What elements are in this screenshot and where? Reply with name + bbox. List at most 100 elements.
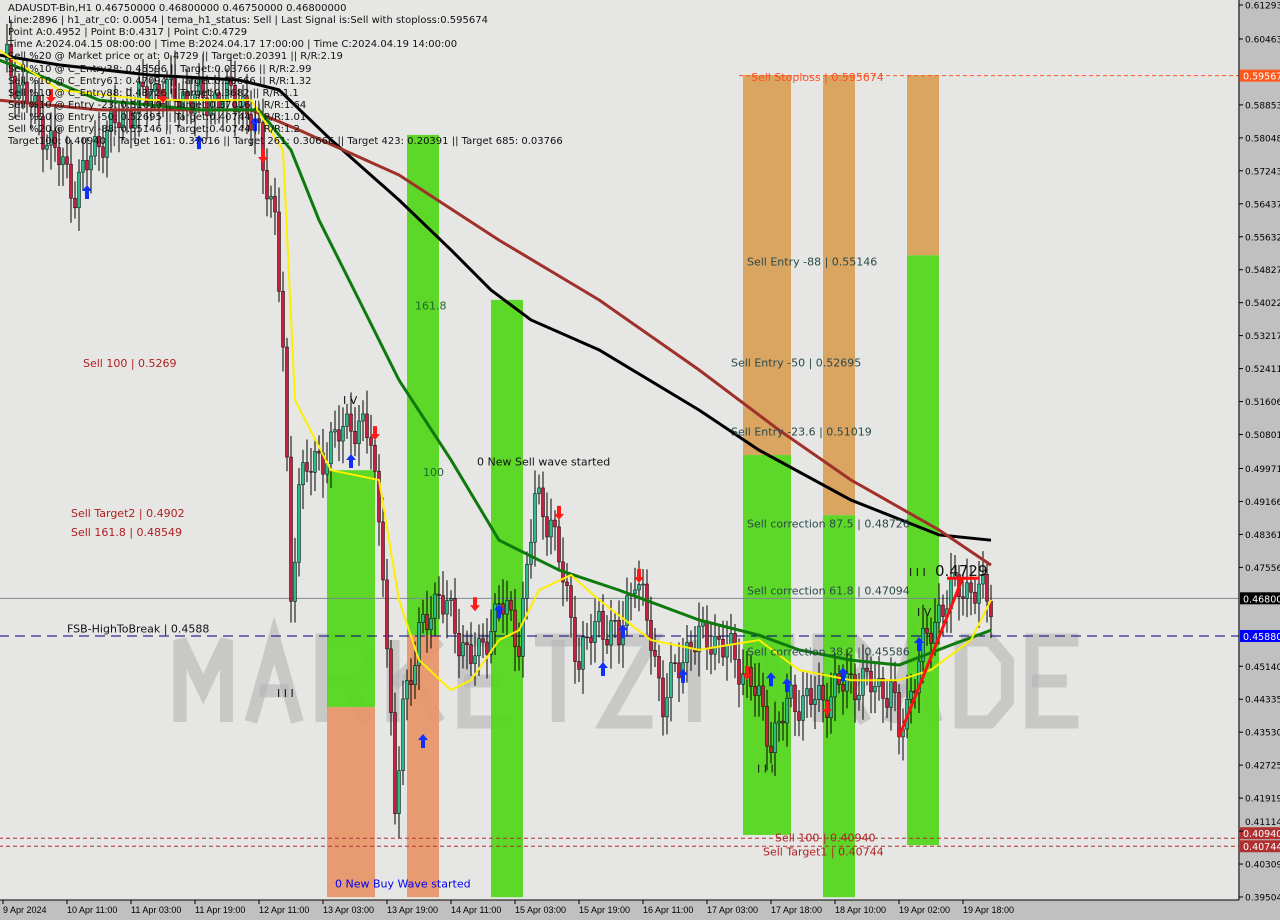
candle [245,74,249,135]
time-axis-panel[interactable] [0,900,1239,920]
candle-body-bear [309,471,313,473]
candle-body-bull [17,84,21,99]
candle-body-bull [49,130,53,146]
zone-green-zone [407,134,439,636]
candle-body-bear [117,122,121,128]
y-tick-label: 0.47556 [1245,564,1280,574]
candle-body-bear [509,600,513,611]
candle-body-bear [929,632,933,644]
watermark-stroke [244,616,304,724]
candle-body-bear [261,122,265,171]
zone-tan-zone [907,75,939,256]
candle [869,656,873,714]
candle [909,673,913,724]
chart-annotation: I I I [909,566,926,579]
candle-body-bull [805,688,809,697]
chart-annotation: Sell Entry -88 | 0.55146 [747,255,877,268]
y-tick-label: 0.58048 [1245,134,1280,144]
candle-body-bull [357,420,361,444]
candle-body-bull [801,695,805,721]
candle-body-bull [493,603,497,632]
candle [649,596,653,675]
candle [829,672,833,734]
candle-body-bull [833,673,837,698]
candle-body-bull [665,697,669,718]
candle-body-bear [569,585,573,618]
candle [433,582,437,636]
price-axis-panel[interactable] [1239,0,1280,920]
chart-annotation: I I I [277,687,294,700]
candle-body-bull [933,622,937,644]
candle [445,580,449,639]
candle-body-bull [241,96,245,107]
candle [985,561,989,623]
candle [597,598,601,638]
candle [61,147,65,187]
sell-arrow-icon [158,89,168,104]
candle-body-bear [437,593,441,596]
candle [789,666,793,708]
candle [53,106,57,162]
candle-body-bull [89,155,93,171]
buy-arrow-icon [618,624,628,639]
price-tag-stoploss [1240,69,1280,82]
candle [605,615,609,654]
candle-body-bear [101,146,105,158]
candle [581,620,585,694]
zone-salmon-zone [407,635,439,898]
chart-annotation: 0.4729 [935,562,988,580]
candle [481,623,485,659]
candle [753,663,757,717]
candle-body-bear [869,671,873,693]
candle-body-bear [973,591,977,604]
candle [301,449,305,510]
candle [49,112,53,170]
candle [617,600,621,664]
info-line: Sell %10 @ C_Entry38: 0.45596 || Target:… [8,63,312,75]
candle-body-bear [649,620,653,651]
candle-body-bull [817,685,821,700]
y-tick-label: 0.53217 [1245,332,1280,342]
candle [241,84,245,129]
buy-arrow-icon [678,668,688,683]
candle [13,58,17,119]
candle [977,560,981,628]
candle-body-bull [877,678,881,687]
candle-body-bull [413,665,417,685]
candle [205,75,209,140]
candle [461,625,465,669]
candle [281,271,285,372]
info-line: Sell %20 @ Entry -88: 0.55146 || Target:… [8,124,300,135]
candle-body-bull [137,81,141,113]
candle-body-bull [697,625,701,653]
x-tick-label: 17 Apr 03:00 [707,905,758,915]
candle-body-bear [485,641,489,655]
candle [589,613,593,665]
candle-body-bear [969,582,973,593]
chart-annotation: Sell Target2 | 0.4902 [71,507,185,520]
buy-arrow-icon [838,667,848,682]
x-tick-label: 14 Apr 11:00 [451,905,501,915]
candle [285,337,289,472]
buy-arrow-icon [782,677,792,692]
candle [549,498,553,555]
candle [761,672,765,721]
candle [653,627,657,668]
y-tick-label: 0.49166 [1245,498,1280,508]
candle [809,674,813,718]
price-tag-current [1240,592,1280,605]
candle [609,599,613,669]
candle [65,135,69,179]
candle-body-bear [425,614,429,630]
candle [813,676,817,730]
candle [485,618,489,679]
candle [333,410,337,448]
chart-annotation: 0 New Sell wave started [477,455,610,468]
x-tick-label: 15 Apr 19:00 [579,905,630,915]
candle [365,390,369,454]
candle [389,639,393,736]
candle-body-bear [881,678,885,699]
candle [781,701,785,741]
candle-body-bear [605,639,609,646]
